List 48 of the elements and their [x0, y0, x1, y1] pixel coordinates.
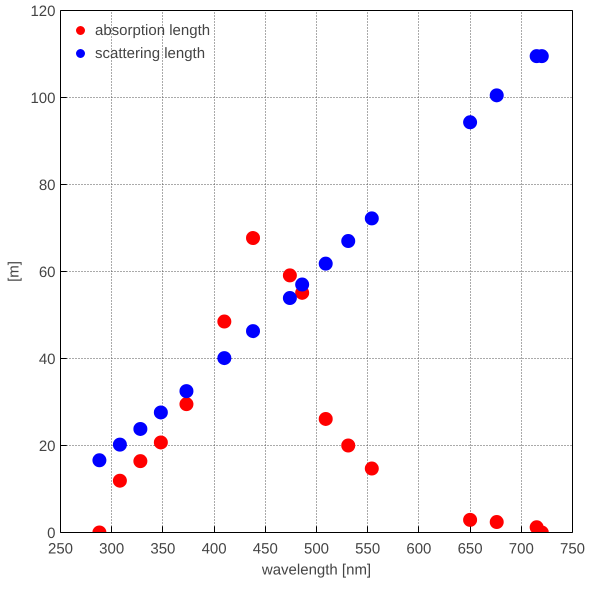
point — [246, 324, 260, 338]
point — [92, 453, 106, 468]
point — [154, 435, 168, 450]
y-tick-label: 60 — [38, 264, 56, 281]
point — [112, 438, 127, 452]
x-tick-label: 650 — [458, 540, 483, 558]
point — [179, 384, 194, 398]
y-tick-label: 100 — [30, 90, 56, 107]
x-tick-label: 700 — [508, 540, 534, 558]
x-tick-label: 750 — [560, 540, 586, 558]
point — [364, 211, 379, 226]
x-tick-label: 450 — [252, 540, 278, 558]
point — [341, 438, 356, 452]
legend-label: scattering length — [95, 44, 206, 62]
point — [217, 314, 232, 329]
point — [246, 231, 260, 245]
point — [341, 234, 356, 248]
y-tick-label: 120 — [30, 3, 56, 20]
y-tick-label: 0 — [47, 525, 56, 542]
point — [318, 412, 333, 426]
y-axis-title: [m] — [5, 261, 22, 282]
point — [179, 397, 194, 412]
x-tick-label: 550 — [355, 540, 380, 558]
x-tick-label: 250 — [48, 540, 74, 558]
point — [133, 454, 148, 468]
x-tick-label: 500 — [304, 540, 330, 558]
y-tick-label: 20 — [38, 438, 56, 455]
point — [490, 88, 504, 102]
x-tick-label: 400 — [202, 540, 227, 558]
point — [463, 512, 478, 527]
x-tick-label: 300 — [99, 540, 124, 558]
point — [463, 115, 478, 130]
point — [318, 256, 333, 271]
point — [295, 278, 310, 292]
point — [282, 268, 297, 282]
point — [490, 515, 504, 530]
point — [217, 351, 232, 366]
point — [282, 291, 297, 306]
point — [364, 462, 379, 476]
point — [112, 474, 127, 488]
y-tick-label: 80 — [38, 177, 56, 194]
x-axis-title: wavelength [nm] — [260, 562, 372, 578]
y-tick-label: 40 — [38, 351, 56, 368]
point — [133, 422, 148, 436]
x-tick-label: 600 — [406, 540, 432, 558]
legend-label: absorption length — [95, 22, 210, 38]
x-tick-label: 350 — [150, 540, 176, 558]
point — [154, 405, 168, 420]
